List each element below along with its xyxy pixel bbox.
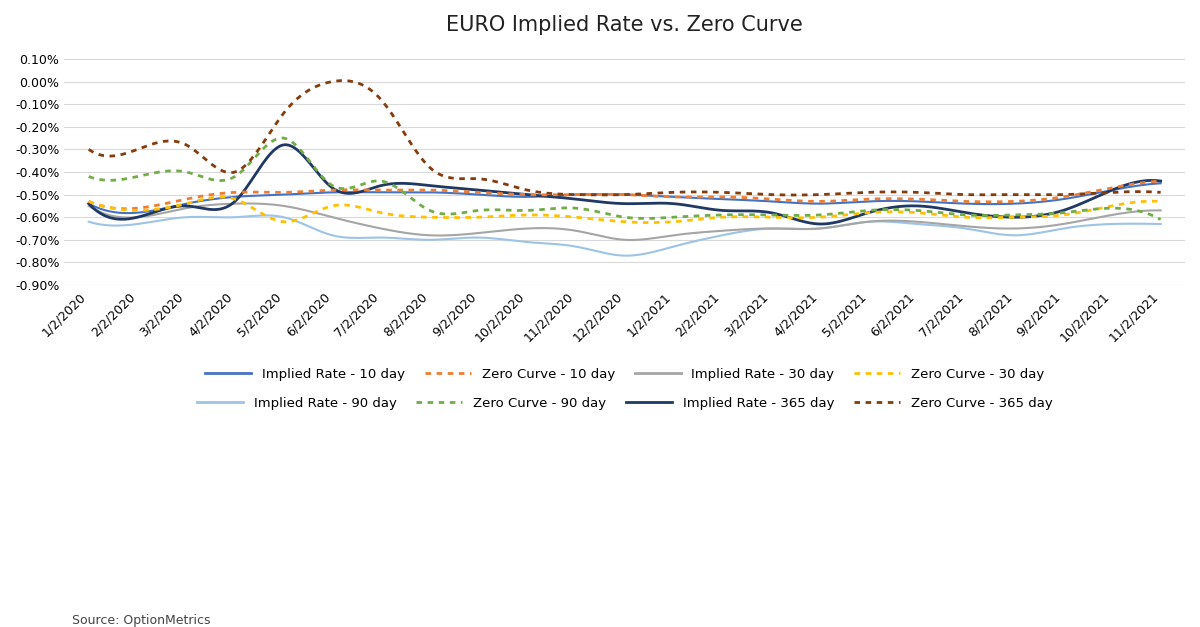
Zero Curve - 365 day — [664, 189, 678, 196]
Zero Curve - 30 day — [1153, 198, 1168, 205]
Zero Curve - 10 day — [664, 193, 678, 201]
Implied Rate - 10 day — [721, 196, 736, 203]
Implied Rate - 90 day — [724, 229, 738, 237]
Implied Rate - 365 day — [965, 210, 979, 218]
Implied Rate - 30 day — [965, 223, 979, 231]
Implied Rate - 10 day — [593, 191, 607, 198]
Implied Rate - 10 day — [599, 191, 613, 198]
Zero Curve - 365 day — [721, 189, 736, 196]
Implied Rate - 30 day — [240, 200, 254, 208]
Zero Curve - 30 day — [965, 214, 979, 221]
Line: Implied Rate - 10 day: Implied Rate - 10 day — [89, 183, 1160, 213]
Zero Curve - 365 day — [1153, 189, 1168, 196]
Implied Rate - 365 day — [721, 207, 736, 214]
Implied Rate - 90 day — [666, 243, 680, 250]
Implied Rate - 90 day — [965, 226, 979, 233]
Implied Rate - 365 day — [1132, 178, 1146, 186]
Line: Implied Rate - 30 day: Implied Rate - 30 day — [89, 204, 1160, 240]
Zero Curve - 90 day — [275, 134, 289, 142]
Zero Curve - 30 day — [82, 198, 96, 205]
Implied Rate - 30 day — [593, 232, 607, 240]
Zero Curve - 30 day — [666, 218, 680, 226]
Zero Curve - 90 day — [1130, 207, 1145, 214]
Zero Curve - 365 day — [965, 191, 979, 199]
Zero Curve - 30 day — [642, 219, 656, 226]
Zero Curve - 365 day — [335, 77, 349, 85]
Line: Zero Curve - 30 day: Zero Curve - 30 day — [89, 197, 1160, 223]
Implied Rate - 30 day — [1153, 207, 1168, 214]
Implied Rate - 30 day — [599, 233, 613, 241]
Zero Curve - 365 day — [593, 191, 607, 199]
Zero Curve - 90 day — [82, 173, 96, 181]
Zero Curve - 90 day — [962, 211, 977, 219]
Zero Curve - 90 day — [1153, 216, 1168, 223]
Implied Rate - 365 day — [82, 200, 96, 208]
Line: Zero Curve - 10 day: Zero Curve - 10 day — [89, 181, 1160, 209]
Zero Curve - 10 day — [118, 205, 132, 213]
Implied Rate - 90 day — [1132, 220, 1146, 228]
Implied Rate - 90 day — [82, 218, 96, 226]
Zero Curve - 90 day — [593, 209, 607, 216]
Zero Curve - 90 day — [599, 210, 613, 218]
Implied Rate - 10 day — [1153, 179, 1168, 187]
Implied Rate - 365 day — [814, 220, 828, 228]
Line: Zero Curve - 365 day: Zero Curve - 365 day — [89, 81, 1160, 195]
Zero Curve - 365 day — [788, 191, 803, 199]
Implied Rate - 90 day — [1153, 220, 1168, 228]
Zero Curve - 365 day — [599, 191, 613, 199]
Zero Curve - 30 day — [599, 216, 613, 224]
Zero Curve - 30 day — [215, 193, 229, 201]
Implied Rate - 10 day — [120, 209, 134, 217]
Implied Rate - 365 day — [664, 200, 678, 208]
Implied Rate - 90 day — [599, 250, 613, 257]
Implied Rate - 30 day — [724, 226, 738, 234]
Zero Curve - 10 day — [721, 193, 736, 201]
Zero Curve - 10 day — [1130, 180, 1145, 187]
Title: EURO Implied Rate vs. Zero Curve: EURO Implied Rate vs. Zero Curve — [446, 15, 803, 35]
Implied Rate - 30 day — [1132, 208, 1146, 215]
Zero Curve - 30 day — [724, 213, 738, 221]
Implied Rate - 10 day — [962, 200, 977, 208]
Zero Curve - 90 day — [664, 214, 678, 221]
Zero Curve - 90 day — [721, 211, 736, 219]
Line: Implied Rate - 90 day: Implied Rate - 90 day — [89, 216, 1160, 256]
Zero Curve - 10 day — [593, 191, 607, 198]
Implied Rate - 90 day — [593, 248, 607, 256]
Zero Curve - 10 day — [82, 198, 96, 205]
Implied Rate - 365 day — [1153, 177, 1168, 185]
Legend: Implied Rate - 90 day, Zero Curve - 90 day, Implied Rate - 365 day, Zero Curve -: Implied Rate - 90 day, Zero Curve - 90 d… — [192, 391, 1057, 415]
Implied Rate - 90 day — [258, 212, 272, 219]
Zero Curve - 30 day — [1132, 198, 1146, 206]
Text: Source: OptionMetrics: Source: OptionMetrics — [72, 614, 210, 627]
Implied Rate - 30 day — [623, 236, 637, 244]
Zero Curve - 10 day — [1153, 177, 1168, 185]
Implied Rate - 10 day — [82, 200, 96, 208]
Implied Rate - 365 day — [280, 141, 294, 149]
Zero Curve - 365 day — [82, 145, 96, 153]
Zero Curve - 10 day — [599, 191, 613, 198]
Implied Rate - 30 day — [666, 231, 680, 239]
Zero Curve - 365 day — [1132, 188, 1146, 196]
Implied Rate - 365 day — [593, 198, 607, 206]
Implied Rate - 10 day — [1130, 182, 1145, 189]
Zero Curve - 30 day — [593, 216, 607, 223]
Implied Rate - 365 day — [599, 199, 613, 206]
Implied Rate - 30 day — [82, 202, 96, 209]
Implied Rate - 90 day — [618, 252, 632, 260]
Line: Zero Curve - 90 day: Zero Curve - 90 day — [89, 138, 1160, 219]
Implied Rate - 10 day — [664, 193, 678, 201]
Line: Implied Rate - 365 day: Implied Rate - 365 day — [89, 145, 1160, 224]
Zero Curve - 10 day — [962, 198, 977, 205]
